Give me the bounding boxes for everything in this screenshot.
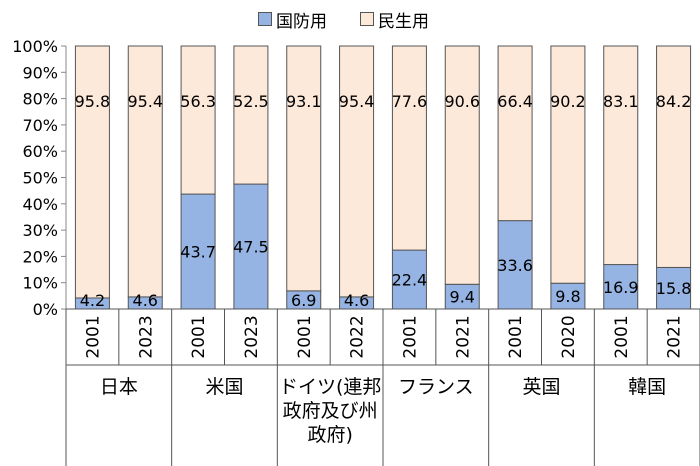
legend-label-civil: 民生用 — [378, 11, 429, 32]
data-label-defense: 16.9 — [603, 278, 639, 297]
x-tick-label-year: 2022 — [348, 315, 368, 358]
x-tick-label-year: 2020 — [559, 315, 579, 358]
data-label-defense: 4.6 — [133, 291, 158, 310]
y-tick-label: 30% — [22, 221, 58, 240]
data-label-civil: 84.2 — [656, 92, 692, 111]
y-tick-label: 100% — [12, 37, 58, 56]
y-tick-label: 50% — [22, 169, 58, 188]
bar-defense — [497, 220, 533, 310]
y-tick-label: 60% — [22, 142, 58, 161]
data-label-civil: 95.4 — [127, 92, 163, 111]
bar-civil — [233, 45, 269, 185]
x-group-label: 政府) — [307, 424, 352, 446]
x-tick-label-year: 2001 — [612, 315, 632, 358]
x-group-label: 日本 — [100, 376, 138, 398]
bar-civil — [180, 45, 216, 195]
x-tick-label-year: 2023 — [136, 315, 156, 358]
legend-item-civil: 民生用 — [360, 8, 429, 32]
data-label-civil: 83.1 — [603, 92, 639, 111]
x-group-label: 米国 — [205, 376, 243, 398]
x-group-label: 英国 — [522, 376, 560, 398]
data-label-defense: 4.6 — [344, 291, 369, 310]
x-group-label: 韓国 — [628, 376, 666, 398]
x-tick-label-year: 2001 — [506, 315, 526, 358]
data-label-defense: 15.8 — [656, 279, 692, 298]
x-tick-label-year: 2001 — [83, 315, 103, 358]
legend: 国防用 民生用 — [0, 6, 700, 32]
bar-defense — [656, 266, 692, 310]
x-tick-label-year: 2023 — [242, 315, 262, 358]
data-label-civil: 77.6 — [392, 92, 428, 111]
bar-civil — [444, 45, 480, 285]
data-label-defense: 4.2 — [80, 291, 105, 310]
data-label-defense: 9.4 — [450, 288, 475, 307]
bar-civil — [391, 45, 427, 251]
bar-civil — [127, 45, 163, 298]
y-tick-label: 20% — [22, 247, 58, 266]
data-label-defense: 33.6 — [497, 256, 533, 275]
data-label-civil: 95.4 — [339, 92, 375, 111]
y-tick-label: 80% — [22, 90, 58, 109]
bar-defense — [233, 183, 269, 310]
data-label-civil: 95.8 — [75, 92, 111, 111]
x-group-label: フランス — [398, 376, 474, 398]
data-label-defense: 47.5 — [233, 238, 269, 257]
data-label-defense: 22.4 — [392, 271, 428, 290]
x-tick-label-year: 2021 — [453, 315, 473, 358]
bar-civil — [497, 45, 533, 222]
x-tick-label-year: 2021 — [665, 315, 685, 358]
y-tick-label: 10% — [22, 274, 58, 293]
data-label-defense: 9.8 — [555, 287, 580, 306]
bar-civil — [286, 45, 322, 292]
x-group-label: ドイツ(連邦 — [279, 376, 381, 398]
bar-civil — [74, 45, 110, 299]
y-tick-label: 90% — [22, 63, 58, 82]
data-label-civil: 56.3 — [180, 92, 216, 111]
y-tick-label: 70% — [22, 116, 58, 135]
data-label-civil: 93.1 — [286, 92, 322, 111]
data-label-defense: 6.9 — [291, 291, 316, 310]
data-label-civil: 90.6 — [444, 92, 480, 111]
bar-defense — [444, 283, 480, 310]
data-label-civil: 90.2 — [550, 92, 586, 111]
y-tick-label: 40% — [22, 195, 58, 214]
data-label-defense: 43.7 — [180, 243, 216, 262]
bar-civil — [603, 45, 639, 266]
legend-swatch-civil — [360, 12, 374, 26]
x-tick-label-year: 2001 — [189, 315, 209, 358]
bar-civil — [339, 45, 375, 298]
legend-label-defense: 国防用 — [276, 11, 327, 32]
x-tick-label-year: 2001 — [295, 315, 315, 358]
bar-defense — [603, 264, 639, 310]
bar-civil — [550, 45, 586, 284]
y-tick-label: 0% — [33, 300, 58, 319]
legend-item-defense: 国防用 — [258, 8, 327, 32]
data-label-civil: 52.5 — [233, 92, 269, 111]
x-group-label: 政府及び州 — [283, 400, 378, 422]
x-tick-label-year: 2001 — [400, 315, 420, 358]
bar-civil — [656, 45, 692, 268]
legend-swatch-defense — [258, 12, 272, 26]
data-label-civil: 66.4 — [497, 92, 533, 111]
